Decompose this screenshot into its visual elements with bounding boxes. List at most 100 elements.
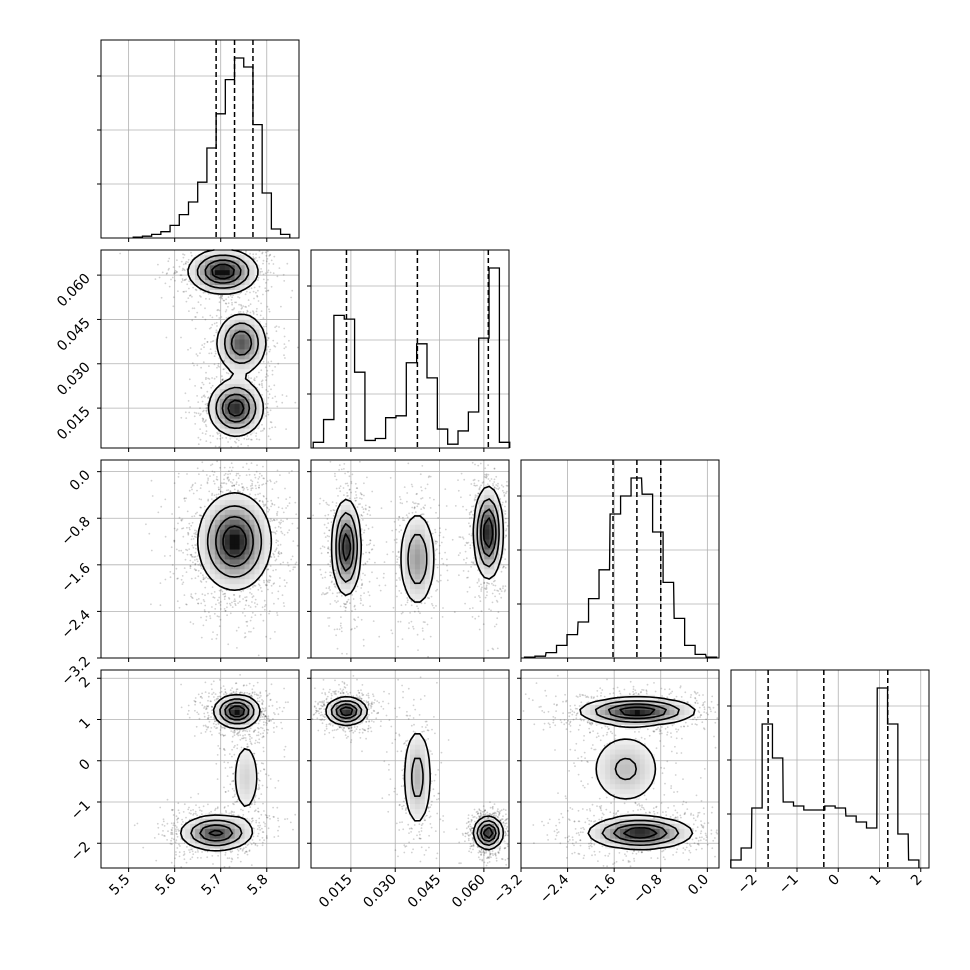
density-cell: [234, 583, 240, 590]
scatter-point: [260, 590, 263, 593]
scatter-point: [480, 590, 483, 592]
scatter-point: [209, 441, 212, 444]
density-cell: [219, 264, 226, 271]
density-cell: [239, 534, 245, 540]
scatter-point: [433, 498, 435, 501]
scatter-point: [270, 259, 273, 262]
scatter-point: [323, 546, 326, 549]
scatter-point: [184, 500, 186, 502]
density-cell: [239, 568, 245, 575]
scatter-point: [188, 294, 191, 297]
scatter-point: [249, 291, 251, 294]
scatter-point: [380, 507, 383, 510]
scatter-point: [233, 598, 236, 601]
scatter-point: [197, 564, 200, 566]
scatter-point: [194, 385, 197, 387]
scatter-point: [286, 531, 289, 534]
scatter-point: [160, 296, 163, 299]
scatter-point: [247, 438, 250, 440]
scatter-point: [237, 472, 240, 475]
scatter-point: [495, 623, 498, 626]
scatter-point: [171, 276, 174, 279]
scatter-point: [210, 386, 213, 389]
scatter-point: [335, 505, 338, 507]
scatter-point: [185, 548, 187, 551]
scatter-point: [482, 481, 485, 483]
scatter-point: [227, 441, 230, 443]
scatter-point: [363, 482, 365, 485]
scatter-point: [233, 488, 236, 491]
scatter-point: [454, 505, 457, 507]
scatter-point: [406, 492, 409, 494]
scatter-point: [272, 272, 275, 275]
scatter-point: [276, 614, 279, 616]
scatter-point: [290, 296, 292, 299]
scatter-point: [410, 483, 413, 486]
scatter-point: [265, 290, 267, 293]
scatter-point: [364, 574, 366, 576]
scatter-point: [333, 509, 336, 512]
scatter-point: [500, 596, 503, 599]
scatter-point: [220, 486, 223, 489]
scatter-point: [169, 571, 172, 573]
scatter-point: [189, 565, 192, 568]
scatter-point: [269, 480, 272, 483]
scatter-point: [324, 514, 327, 517]
scatter-point: [270, 499, 273, 502]
density-cell: [239, 368, 245, 375]
scatter-point: [243, 608, 246, 610]
scatter-point: [180, 260, 183, 263]
scatter-point: [171, 513, 174, 515]
scatter-point: [368, 580, 371, 583]
scatter-point: [398, 556, 401, 559]
scatter-point: [365, 508, 367, 511]
scatter-point: [196, 558, 198, 561]
scatter-point: [232, 594, 235, 596]
density-cell: [254, 529, 260, 535]
scatter-point: [186, 542, 189, 545]
scatter-point: [268, 255, 271, 257]
density-cell: [259, 554, 265, 560]
scatter-point: [275, 480, 278, 483]
scatter-point: [274, 345, 277, 348]
scatter-point: [223, 598, 226, 600]
scatter-point: [203, 421, 206, 424]
scatter-point: [483, 581, 486, 584]
density-cell: [239, 539, 245, 545]
scatter-point: [401, 638, 404, 640]
scatter-point: [199, 295, 201, 297]
density-cell: [234, 578, 240, 585]
scatter-point: [485, 586, 488, 588]
scatter-point: [263, 427, 265, 430]
scatter-point: [202, 624, 205, 627]
scatter-point: [222, 378, 224, 380]
scatter-point: [177, 290, 179, 293]
scatter-point: [390, 500, 393, 503]
scatter-point: [262, 259, 265, 262]
scatter-point: [383, 572, 385, 575]
scatter-point: [229, 481, 232, 483]
scatter-point: [355, 499, 357, 502]
scatter-point: [329, 571, 331, 574]
scatter-point: [183, 290, 186, 293]
scatter-point: [250, 377, 253, 380]
density-cell: [234, 269, 240, 276]
scatter-point: [191, 295, 193, 298]
scatter-point: [369, 514, 372, 516]
scatter-point: [215, 331, 218, 334]
scatter-point: [334, 569, 336, 572]
scatter-point: [157, 263, 159, 266]
scatter-point: [181, 269, 184, 272]
scatter-point: [390, 629, 393, 632]
density-cell: [234, 378, 240, 385]
scatter-point: [335, 502, 338, 504]
scatter-point: [367, 527, 370, 530]
scatter-point: [260, 369, 263, 372]
scatter-point: [350, 491, 352, 494]
scatter-point: [424, 621, 426, 624]
scatter-point: [267, 289, 269, 292]
scatter-point: [178, 265, 181, 268]
scatter-point: [479, 596, 481, 599]
scatter-point: [397, 645, 399, 648]
scatter-point: [184, 392, 187, 395]
